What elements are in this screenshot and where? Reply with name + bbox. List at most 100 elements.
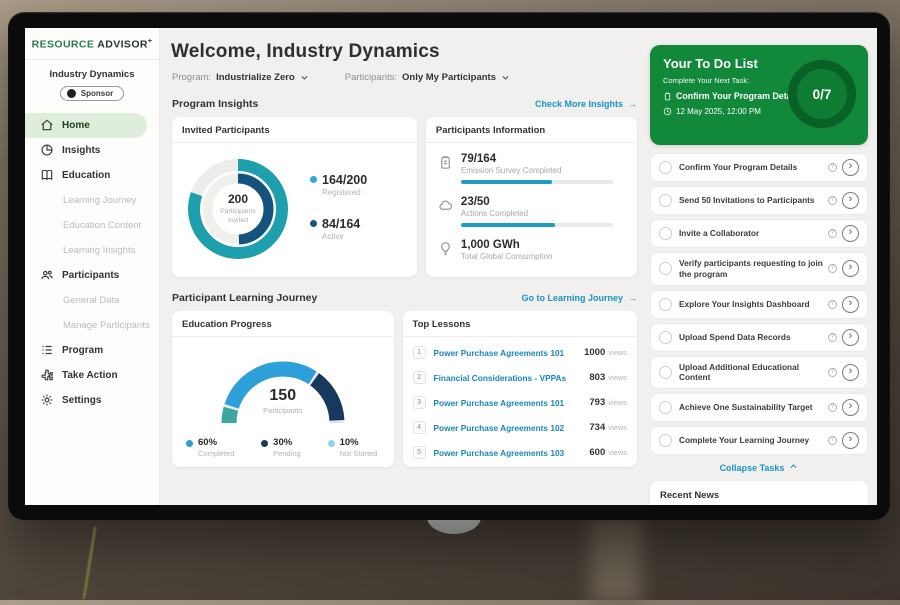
info-icon[interactable]: ? bbox=[828, 436, 837, 446]
chevron-right-button[interactable]: › bbox=[842, 295, 859, 313]
todo-counter: 0/7 bbox=[812, 86, 832, 102]
lesson-title-link[interactable]: Financial Considerations - VPPAs bbox=[433, 372, 567, 383]
lesson-views-count: 600 bbox=[589, 447, 606, 458]
sidebar-item[interactable]: Settings bbox=[25, 388, 159, 413]
clipboard-icon bbox=[663, 92, 672, 101]
sidebar-item[interactable]: Participants bbox=[25, 263, 159, 288]
info-icon[interactable]: ? bbox=[828, 163, 837, 172]
lesson-rank: 5 bbox=[412, 446, 426, 459]
logo-secondary: ADVISOR bbox=[97, 38, 148, 51]
lesson-views-label: views bbox=[608, 398, 627, 407]
actions-icon bbox=[438, 198, 453, 213]
todo-task-row[interactable]: Complete Your Learning Journey ? › bbox=[650, 426, 868, 456]
info-icon[interactable]: ? bbox=[828, 196, 837, 205]
todo-task-row[interactable]: Confirm Your Program Details ? › bbox=[650, 153, 868, 182]
stat-row: 1,000 GWh Total Global Consumption bbox=[438, 239, 625, 261]
org-name: Industry Dynamics bbox=[49, 68, 135, 80]
progress-bar-fill bbox=[460, 180, 553, 184]
todo-progress-ring: 0/7 bbox=[788, 60, 856, 128]
sidebar-item[interactable]: Home bbox=[25, 112, 147, 138]
task-checkbox[interactable] bbox=[659, 262, 672, 276]
task-checkbox[interactable] bbox=[659, 297, 672, 311]
info-icon[interactable]: ? bbox=[828, 264, 837, 274]
todo-task-row[interactable]: Achieve One Sustainability Target ? › bbox=[650, 393, 868, 423]
info-icon[interactable]: ? bbox=[828, 229, 837, 238]
lesson-row[interactable]: 4 Power Purchase Agreements 102 734 view… bbox=[412, 415, 627, 440]
task-checkbox[interactable] bbox=[659, 434, 672, 448]
legend-item: 60% Completed bbox=[186, 437, 234, 458]
sponsor-badge[interactable]: Sponsor bbox=[59, 85, 125, 101]
chevron-right-button[interactable]: › bbox=[842, 432, 859, 450]
legend-dot bbox=[310, 220, 317, 227]
sidebar-item[interactable]: Manage Participants bbox=[63, 319, 150, 331]
todo-title: Your To Do List bbox=[663, 56, 758, 71]
learning-journey-heading: Participant Learning Journey bbox=[172, 292, 318, 304]
sidebar-item[interactable]: General Data bbox=[63, 294, 120, 306]
todo-task-row[interactable]: Explore Your Insights Dashboard ? › bbox=[650, 289, 868, 319]
settings-icon bbox=[40, 393, 54, 407]
check-more-insights-link[interactable]: Check More Insights → bbox=[534, 99, 637, 109]
lesson-views-label: views bbox=[608, 423, 627, 432]
progress-bar bbox=[460, 180, 613, 184]
sidebar-item[interactable]: Learning Insights bbox=[63, 244, 136, 256]
chevron-right-button[interactable]: › bbox=[842, 260, 859, 278]
chevron-right-button[interactable]: › bbox=[842, 159, 859, 176]
info-icon[interactable]: ? bbox=[828, 403, 837, 413]
top-lessons-card: Top Lessons 1 Power Purchase Agreements … bbox=[402, 311, 637, 467]
sidebar-item[interactable]: Education Content bbox=[63, 219, 142, 231]
sidebar-item[interactable]: Take Action bbox=[25, 363, 159, 388]
chevron-right-button[interactable]: › bbox=[842, 399, 859, 417]
go-to-learning-journey-link[interactable]: Go to Learning Journey → bbox=[521, 293, 637, 303]
todo-task-row[interactable]: Send 50 Invitations to Participants ? › bbox=[650, 186, 868, 215]
progress-bar-fill bbox=[460, 223, 556, 227]
info-icon[interactable]: ? bbox=[828, 367, 837, 377]
task-checkbox[interactable] bbox=[659, 330, 672, 344]
task-checkbox[interactable] bbox=[659, 227, 672, 240]
task-checkbox[interactable] bbox=[659, 161, 672, 174]
lesson-title-link[interactable]: Power Purchase Agreements 101 bbox=[433, 347, 565, 358]
lesson-views-count: 734 bbox=[589, 422, 606, 433]
lesson-views-label: views bbox=[608, 448, 627, 457]
chevron-right-button[interactable]: › bbox=[842, 225, 859, 242]
lesson-title-link[interactable]: Power Purchase Agreements 102 bbox=[433, 422, 565, 433]
info-icon[interactable]: ? bbox=[828, 299, 837, 309]
chevron-up-icon bbox=[789, 462, 798, 473]
lesson-rank: 1 bbox=[412, 346, 426, 359]
info-icon[interactable]: ? bbox=[828, 332, 837, 342]
lesson-row[interactable]: 5 Power Purchase Agreements 103 600 view… bbox=[412, 440, 627, 465]
lesson-row[interactable]: 1 Power Purchase Agreements 101 1000 vie… bbox=[412, 340, 627, 365]
sidebar-item[interactable]: Education bbox=[25, 163, 159, 188]
chevron-right-button[interactable]: › bbox=[842, 328, 859, 346]
program-dropdown[interactable]: Program: Industrialize Zero bbox=[172, 72, 309, 83]
bulb-icon bbox=[438, 241, 453, 256]
invited-participants-donut-chart: 200 Participants Invited bbox=[182, 153, 294, 265]
stat-value: 1,000 GWh bbox=[460, 239, 520, 251]
participants-dropdown[interactable]: Participants: Only My Participants bbox=[345, 72, 510, 83]
task-checkbox[interactable] bbox=[659, 194, 672, 207]
task-checkbox[interactable] bbox=[659, 365, 672, 379]
lesson-row[interactable]: 3 Power Purchase Agreements 101 793 view… bbox=[412, 390, 627, 415]
program-icon bbox=[40, 343, 54, 357]
chevron-right-button[interactable]: › bbox=[842, 363, 859, 381]
insights-icon bbox=[40, 143, 54, 157]
sidebar-item[interactable]: Program bbox=[25, 338, 159, 363]
stat-label: Total Global Consumption bbox=[460, 252, 553, 261]
lesson-title-link[interactable]: Power Purchase Agreements 101 bbox=[433, 397, 565, 408]
lesson-title-link[interactable]: Power Purchase Agreements 103 bbox=[433, 447, 565, 458]
lesson-row[interactable]: 2 Financial Considerations - VPPAs 803 v… bbox=[412, 365, 627, 390]
todo-task-row[interactable]: Upload Additional Educational Content ? … bbox=[650, 355, 868, 390]
task-checkbox[interactable] bbox=[659, 401, 672, 415]
collapse-tasks-link[interactable]: Collapse Tasks bbox=[650, 462, 868, 473]
todo-task-row[interactable]: Verify participants requesting to join t… bbox=[650, 252, 868, 286]
home-icon bbox=[40, 118, 54, 132]
legend-item: 164/200 Registered bbox=[310, 173, 367, 197]
chevron-right-button[interactable]: › bbox=[842, 192, 859, 209]
sidebar-item[interactable]: Learning Journey bbox=[63, 194, 137, 206]
todo-task-row[interactable]: Upload Spend Data Records ? › bbox=[650, 322, 868, 352]
sidebar-item[interactable]: Insights bbox=[25, 138, 159, 163]
gauge-center-label: Participants bbox=[263, 406, 303, 415]
program-insights-heading: Program Insights bbox=[172, 98, 259, 110]
lesson-views-count: 803 bbox=[589, 372, 606, 383]
todo-subtitle: Complete Your Next Task: bbox=[663, 76, 750, 85]
todo-task-row[interactable]: Invite a Collaborator ? › bbox=[650, 219, 868, 248]
